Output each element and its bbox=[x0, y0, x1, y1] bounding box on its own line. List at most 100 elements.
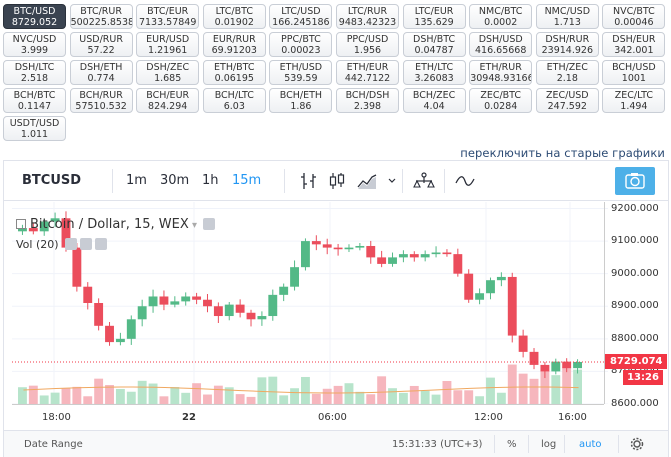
gear-icon[interactable] bbox=[630, 437, 644, 451]
compare-icon[interactable] bbox=[413, 171, 435, 191]
ticker-eth-eur[interactable]: ETH/EUR 442.7122 bbox=[336, 60, 399, 85]
ticker-zec-btc[interactable]: ZEC/BTC 0.0284 bbox=[469, 88, 533, 113]
ticker-zec-usd[interactable]: ZEC/USD 247.592 bbox=[535, 88, 599, 113]
candle bbox=[366, 245, 376, 258]
ticker-bch-btc[interactable]: BCH/BTC 0.1147 bbox=[3, 88, 66, 113]
ticker-dsh-rur[interactable]: DSH/RUR 23914.926 bbox=[535, 32, 599, 57]
ticker-nvc-btc[interactable]: NVC/BTC 0.00046 bbox=[602, 4, 666, 29]
price-tick-label: 9200.000 bbox=[611, 202, 659, 214]
ticker-ltc-usd[interactable]: LTC/USD 166.245186 bbox=[269, 4, 333, 29]
ticker-value: 2.18 bbox=[556, 73, 578, 84]
old-charts-link[interactable]: переключить на старые графики bbox=[460, 146, 665, 160]
ticker-eth-btc[interactable]: ETH/BTC 0.06195 bbox=[202, 60, 266, 85]
ticker-btc-rur[interactable]: BTC/RUR 500225.8538 bbox=[69, 4, 133, 29]
candle bbox=[420, 254, 430, 258]
ticker-dsh-btc[interactable]: DSH/BTC 0.04787 bbox=[402, 32, 466, 57]
ticker-ltc-btc[interactable]: LTC/BTC 0.01902 bbox=[202, 4, 266, 29]
candle bbox=[61, 218, 71, 248]
ticker-bch-zec[interactable]: BCH/ZEC 4.04 bbox=[402, 88, 466, 113]
volume-bar bbox=[159, 396, 169, 404]
ticker-value: 2.398 bbox=[353, 101, 382, 112]
interval-30m-button[interactable]: 30m bbox=[160, 173, 190, 188]
ticker-zec-ltc[interactable]: ZEC/LTC 1.494 bbox=[602, 88, 666, 113]
volume-bar bbox=[181, 392, 191, 404]
ticker-dsh-zec[interactable]: DSH/ZEC 1.685 bbox=[136, 60, 200, 85]
ticker-pair: PPC/BTC bbox=[281, 34, 321, 45]
ticker-ppc-usd[interactable]: PPC/USD 1.956 bbox=[336, 32, 399, 57]
ticker-usd-rur[interactable]: USD/RUR 57.22 bbox=[69, 32, 133, 57]
ticker-eur-usd[interactable]: EUR/USD 1.21961 bbox=[136, 32, 200, 57]
collapse-legend-icon[interactable] bbox=[16, 219, 26, 229]
symbol-search-button[interactable]: BTCUSD bbox=[22, 173, 82, 188]
volume-bar bbox=[235, 394, 245, 404]
ticker-bch-dsh[interactable]: BCH/DSH 2.398 bbox=[336, 88, 399, 113]
candle bbox=[529, 351, 539, 365]
ticker-bch-rur[interactable]: BCH/RUR 57510.532 bbox=[69, 88, 133, 113]
volume-bar bbox=[115, 388, 125, 404]
candle bbox=[573, 361, 582, 369]
ticker-value: 30948.93166 bbox=[470, 73, 533, 84]
candle bbox=[39, 221, 49, 232]
indicators-icon[interactable] bbox=[454, 171, 476, 191]
ticker-btc-usd[interactable]: BTC/USD 8729.052 bbox=[3, 4, 66, 29]
ticker-dsh-eur[interactable]: DSH/EUR 342.001 bbox=[602, 32, 666, 57]
ticker-btc-eur[interactable]: BTC/EUR 7133.57849 bbox=[136, 4, 200, 29]
ticker-nmc-usd[interactable]: NMC/USD 1.713 bbox=[535, 4, 599, 29]
ticker-dsh-usd[interactable]: DSH/USD 416.65668 bbox=[469, 32, 533, 57]
price-chart[interactable] bbox=[12, 202, 608, 404]
ticker-nmc-btc[interactable]: NMC/BTC 0.0002 bbox=[469, 4, 533, 29]
candle bbox=[279, 286, 289, 295]
ticker-ltc-eur[interactable]: LTC/EUR 135.629 bbox=[402, 4, 466, 29]
volume-bar bbox=[377, 376, 387, 404]
area-style-icon[interactable] bbox=[356, 171, 378, 191]
ticker-value: 6.03 bbox=[223, 101, 245, 112]
interval-1m-button[interactable]: 1m bbox=[126, 173, 147, 188]
ticker-eur-rur[interactable]: EUR/RUR 69.91203 bbox=[202, 32, 266, 57]
ticker-bch-ltc[interactable]: BCH/LTC 6.03 bbox=[202, 88, 266, 113]
ticker-ppc-btc[interactable]: PPC/BTC 0.00023 bbox=[269, 32, 333, 57]
candle bbox=[562, 361, 572, 369]
price-axis[interactable]: 9200.000 9100.000 9000.000 8900.000 8800.000… bbox=[604, 202, 668, 409]
ticker-dsh-ltc[interactable]: DSH/LTC 2.518 bbox=[3, 60, 66, 85]
interval-15m-button[interactable]: 15m bbox=[232, 173, 262, 188]
time-axis[interactable]: 18:00 22 06:00 12:00 16:00 bbox=[12, 404, 604, 430]
settings-icon[interactable] bbox=[80, 238, 93, 250]
ticker-pair: NMC/USD bbox=[544, 6, 591, 17]
ticker-value: 0.00046 bbox=[614, 17, 654, 28]
candle bbox=[453, 254, 463, 274]
ticker-bch-usd[interactable]: BCH/USD 1001 bbox=[602, 60, 666, 85]
ticker-bch-eur[interactable]: BCH/EUR 824.294 bbox=[136, 88, 200, 113]
ticker-pair: USD/RUR bbox=[79, 34, 123, 45]
chevron-down-icon[interactable] bbox=[387, 171, 397, 191]
snapshot-button[interactable] bbox=[615, 167, 655, 195]
ticker-eth-ltc[interactable]: ETH/LTC 3.26083 bbox=[402, 60, 466, 85]
candles-style-icon[interactable] bbox=[328, 171, 346, 191]
volume-bar bbox=[170, 387, 180, 404]
ticker-dsh-eth[interactable]: DSH/ETH 0.774 bbox=[69, 60, 133, 85]
ticker-usdt-usd[interactable]: USDT/USD 1.011 bbox=[3, 116, 66, 141]
date-range-button[interactable]: Date Range bbox=[24, 439, 83, 450]
series-legend: Bitcoin / Dollar, 15, WEX ▾ bbox=[16, 217, 216, 232]
log-scale-button[interactable]: log bbox=[541, 439, 557, 450]
candle bbox=[301, 241, 310, 268]
ticker-eth-rur[interactable]: ETH/RUR 30948.93166 bbox=[469, 60, 533, 85]
bar-divider bbox=[564, 435, 565, 453]
eye-icon[interactable] bbox=[65, 238, 78, 250]
bars-style-icon[interactable] bbox=[300, 171, 318, 191]
ticker-ltc-rur[interactable]: LTC/RUR 9483.42323 bbox=[336, 4, 399, 29]
time-tick-label: 06:00 bbox=[318, 412, 347, 423]
ticker-eth-zec[interactable]: ETH/ZEC 2.18 bbox=[535, 60, 599, 85]
camera-icon bbox=[625, 173, 645, 189]
ticker-pair: BCH/ETH bbox=[279, 90, 323, 101]
ticker-value: 1.21961 bbox=[148, 45, 188, 56]
ticker-nvc-usd[interactable]: NVC/USD 3.999 bbox=[3, 32, 66, 57]
percent-scale-button[interactable]: % bbox=[507, 439, 517, 450]
candle bbox=[551, 361, 561, 372]
ticker-value: 2.518 bbox=[20, 73, 49, 84]
auto-scale-button[interactable]: auto bbox=[579, 439, 602, 450]
ticker-bch-eth[interactable]: BCH/ETH 1.86 bbox=[269, 88, 333, 113]
interval-1h-button[interactable]: 1h bbox=[202, 173, 219, 188]
close-icon[interactable] bbox=[95, 238, 108, 250]
eye-icon[interactable] bbox=[203, 218, 216, 230]
ticker-eth-usd[interactable]: ETH/USD 539.59 bbox=[269, 60, 333, 85]
